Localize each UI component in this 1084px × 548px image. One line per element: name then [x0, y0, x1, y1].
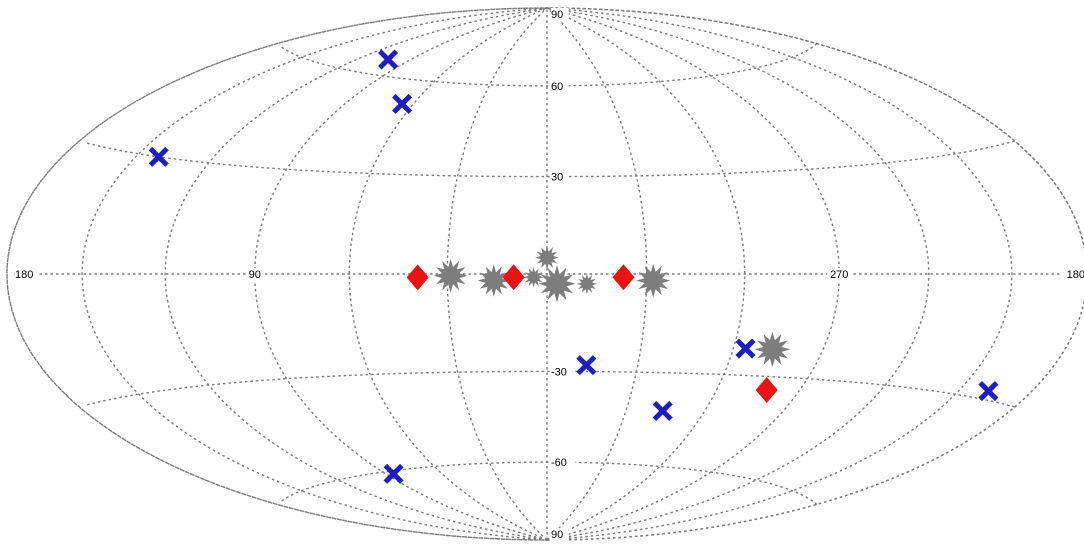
- parallel-line: [84, 140, 1015, 178]
- meridian-line: [546, 7, 1013, 541]
- latitude-label: -30: [551, 366, 567, 378]
- meridian-line: [546, 7, 930, 541]
- meridian-line: [546, 7, 746, 541]
- latitude-label-bg: [551, 170, 569, 184]
- x-marker: [378, 49, 399, 70]
- longitude-label-bg: [15, 268, 40, 281]
- star-marker: [433, 258, 468, 293]
- latitude-label: 60: [551, 81, 563, 93]
- graticule: [6, 7, 1084, 541]
- diamond-marker: [612, 264, 635, 291]
- latitude-label-bg: [551, 79, 569, 93]
- x-marker: [148, 146, 169, 167]
- longitude-label: 180: [1067, 269, 1084, 281]
- latitude-label: -60: [551, 457, 567, 469]
- latitude-label: 90: [551, 9, 563, 21]
- parallel-line: [278, 461, 818, 505]
- x-marker: [576, 355, 597, 376]
- longitude-label-bg: [827, 268, 852, 281]
- x-marker: [652, 400, 673, 421]
- latitude-label: 90: [551, 529, 563, 541]
- latitude-label-bg: [551, 8, 569, 21]
- meridian-line: [348, 7, 548, 541]
- star-marker: [538, 265, 576, 303]
- star-marker: [754, 331, 791, 368]
- x-marker: [735, 338, 756, 359]
- x-marker: [383, 463, 404, 484]
- star-marker: [477, 264, 510, 297]
- diamond-marker: [502, 264, 525, 291]
- latitude-label: 30: [551, 172, 563, 184]
- star-marker: [576, 273, 598, 295]
- star-marker: [535, 245, 559, 270]
- diamond-marker: [755, 376, 778, 403]
- longitude-label: 180: [15, 269, 33, 281]
- meridian-line: [164, 7, 548, 541]
- parallel-line: [278, 43, 818, 87]
- diamond-marker: [406, 264, 429, 291]
- markers: [148, 49, 999, 484]
- latitude-label-bg: [551, 456, 576, 470]
- longitude-label: 90: [249, 269, 261, 281]
- x-marker: [392, 93, 413, 114]
- latitude-label-bg: [551, 365, 576, 379]
- longitude-label-bg: [1060, 268, 1084, 281]
- longitude-label: 270: [830, 269, 848, 281]
- meridian-line: [81, 7, 548, 541]
- latitude-label-bg: [551, 528, 569, 541]
- x-marker: [978, 381, 999, 402]
- coordinate-labels: 180 90 270 180 90 60 30 -30 -60 90: [15, 8, 1084, 541]
- meridian-line: [6, 7, 548, 541]
- star-marker: [523, 267, 544, 288]
- longitude-label-bg: [245, 268, 264, 281]
- parallel-line: [84, 370, 1015, 408]
- star-marker: [636, 263, 671, 298]
